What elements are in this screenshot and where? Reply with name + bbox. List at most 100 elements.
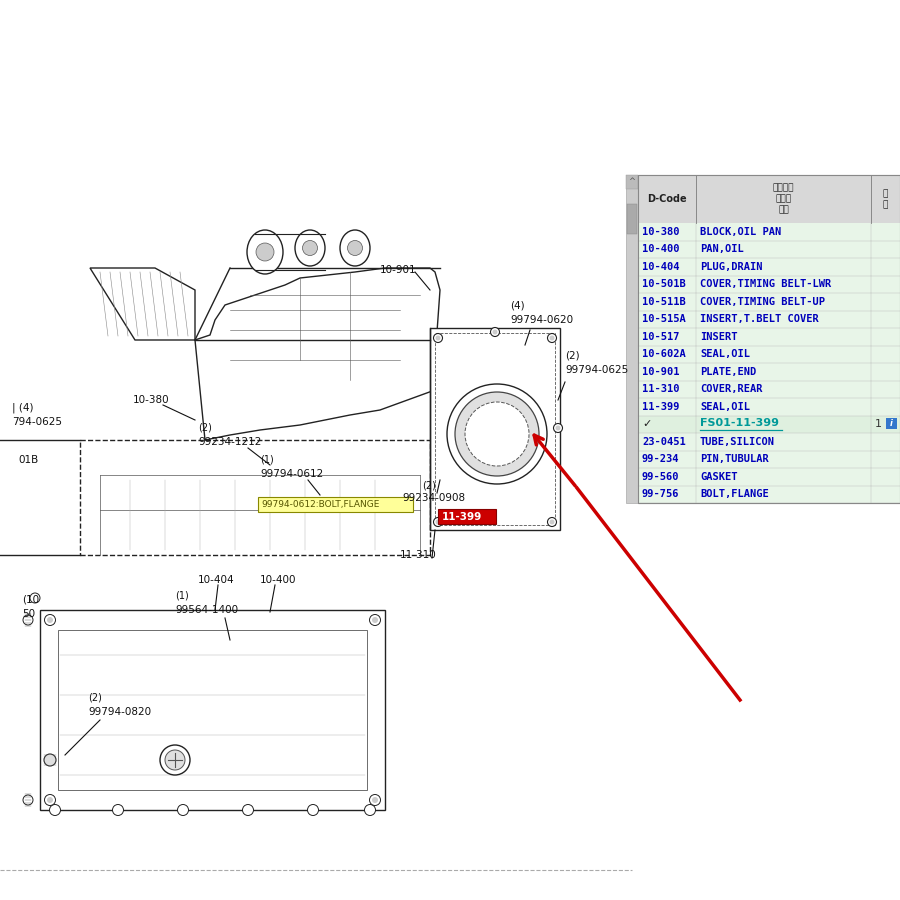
Ellipse shape	[295, 230, 325, 266]
Ellipse shape	[340, 230, 370, 266]
Text: 99-756: 99-756	[642, 490, 680, 500]
Text: 数
量: 数 量	[883, 189, 888, 209]
Text: (10: (10	[22, 595, 39, 605]
Text: 10-404: 10-404	[198, 575, 235, 585]
Text: 10-380: 10-380	[133, 395, 169, 405]
Text: (2): (2)	[198, 423, 212, 433]
Text: (2): (2)	[88, 692, 102, 702]
Bar	[638, 381, 900, 398]
Text: TUBE,SILICON: TUBE,SILICON	[700, 436, 775, 446]
Text: (2): (2)	[422, 480, 436, 490]
Ellipse shape	[465, 402, 529, 466]
Text: FS01-11-399: FS01-11-399	[700, 418, 779, 428]
Circle shape	[547, 334, 556, 343]
Text: SEAL,OIL: SEAL,OIL	[700, 349, 750, 359]
Bar	[638, 485, 900, 503]
Bar	[638, 175, 900, 223]
Circle shape	[23, 615, 33, 625]
Bar	[638, 416, 900, 433]
Text: 10-404: 10-404	[642, 262, 680, 272]
Bar	[435, 333, 555, 525]
Bar	[638, 363, 900, 381]
Text: BLOCK,OIL PAN: BLOCK,OIL PAN	[700, 227, 781, 237]
Text: 10-901: 10-901	[380, 265, 417, 275]
Text: 1: 1	[875, 419, 882, 429]
Text: 部件名称
部件号
说明: 部件名称 部件号 说明	[773, 184, 794, 214]
Text: INSERT,T.BELT COVER: INSERT,T.BELT COVER	[700, 314, 819, 324]
Circle shape	[491, 328, 500, 337]
Circle shape	[23, 795, 33, 805]
Circle shape	[47, 617, 53, 623]
Circle shape	[370, 615, 381, 626]
Circle shape	[302, 240, 318, 256]
Text: COVER,REAR: COVER,REAR	[700, 384, 762, 394]
Ellipse shape	[455, 392, 539, 476]
Text: 11-310: 11-310	[400, 550, 436, 560]
Text: 99794-0625: 99794-0625	[565, 365, 628, 375]
Circle shape	[436, 336, 440, 340]
Circle shape	[256, 243, 274, 261]
Bar	[638, 275, 900, 293]
Circle shape	[436, 519, 440, 525]
Circle shape	[242, 805, 254, 815]
Text: 10-400: 10-400	[642, 244, 680, 254]
Bar	[638, 258, 900, 275]
Circle shape	[177, 805, 188, 815]
Text: | (4): | (4)	[12, 403, 33, 413]
Bar	[626, 175, 638, 503]
Bar	[638, 240, 900, 258]
Bar	[58, 630, 367, 790]
Circle shape	[44, 795, 56, 806]
Text: 99794-0620: 99794-0620	[510, 315, 573, 325]
Bar	[627, 204, 637, 234]
Circle shape	[50, 805, 60, 815]
Circle shape	[554, 424, 562, 433]
Text: 10-501B: 10-501B	[642, 279, 686, 289]
Circle shape	[165, 750, 185, 770]
Bar	[638, 451, 900, 468]
Bar	[40, 610, 385, 810]
Text: INSERT: INSERT	[700, 332, 737, 342]
Text: 99-560: 99-560	[642, 472, 680, 482]
Circle shape	[434, 518, 443, 526]
Bar	[638, 328, 900, 346]
Circle shape	[547, 518, 556, 526]
Text: (4): (4)	[510, 300, 525, 310]
Text: 23-0451: 23-0451	[642, 436, 686, 446]
Bar	[438, 509, 496, 524]
Circle shape	[364, 805, 375, 815]
Circle shape	[372, 617, 378, 623]
Text: PLATE,END: PLATE,END	[700, 367, 756, 377]
Text: 99794-0612: 99794-0612	[260, 469, 323, 479]
Text: 99794-0820: 99794-0820	[88, 707, 151, 717]
Circle shape	[550, 336, 554, 340]
Text: D-Code: D-Code	[647, 194, 687, 204]
Bar	[430, 328, 560, 530]
Text: 01B: 01B	[18, 455, 38, 465]
Bar	[638, 433, 900, 451]
Circle shape	[308, 805, 319, 815]
Polygon shape	[90, 268, 195, 340]
Text: 11-399: 11-399	[642, 401, 680, 412]
Circle shape	[434, 334, 443, 343]
Text: ✓: ✓	[642, 419, 652, 429]
Circle shape	[370, 795, 381, 806]
Bar	[638, 223, 900, 240]
Bar	[638, 310, 900, 328]
Text: (2): (2)	[565, 350, 580, 360]
Text: 99234-1212: 99234-1212	[198, 437, 261, 447]
Bar	[638, 468, 900, 485]
Circle shape	[372, 797, 378, 803]
Circle shape	[492, 329, 498, 335]
Text: PAN,OIL: PAN,OIL	[700, 244, 743, 254]
Text: COVER,TIMING BELT-UP: COVER,TIMING BELT-UP	[700, 297, 825, 307]
Bar	[638, 175, 900, 503]
Text: (1): (1)	[260, 455, 274, 465]
Bar	[80, 440, 430, 555]
Text: 10-515A: 10-515A	[642, 314, 686, 324]
Text: COVER,TIMING BELT-LWR: COVER,TIMING BELT-LWR	[700, 279, 832, 289]
Circle shape	[112, 805, 123, 815]
Text: 99234-0908: 99234-0908	[402, 493, 465, 503]
Text: i: i	[890, 419, 893, 428]
Text: (1): (1)	[175, 591, 189, 601]
